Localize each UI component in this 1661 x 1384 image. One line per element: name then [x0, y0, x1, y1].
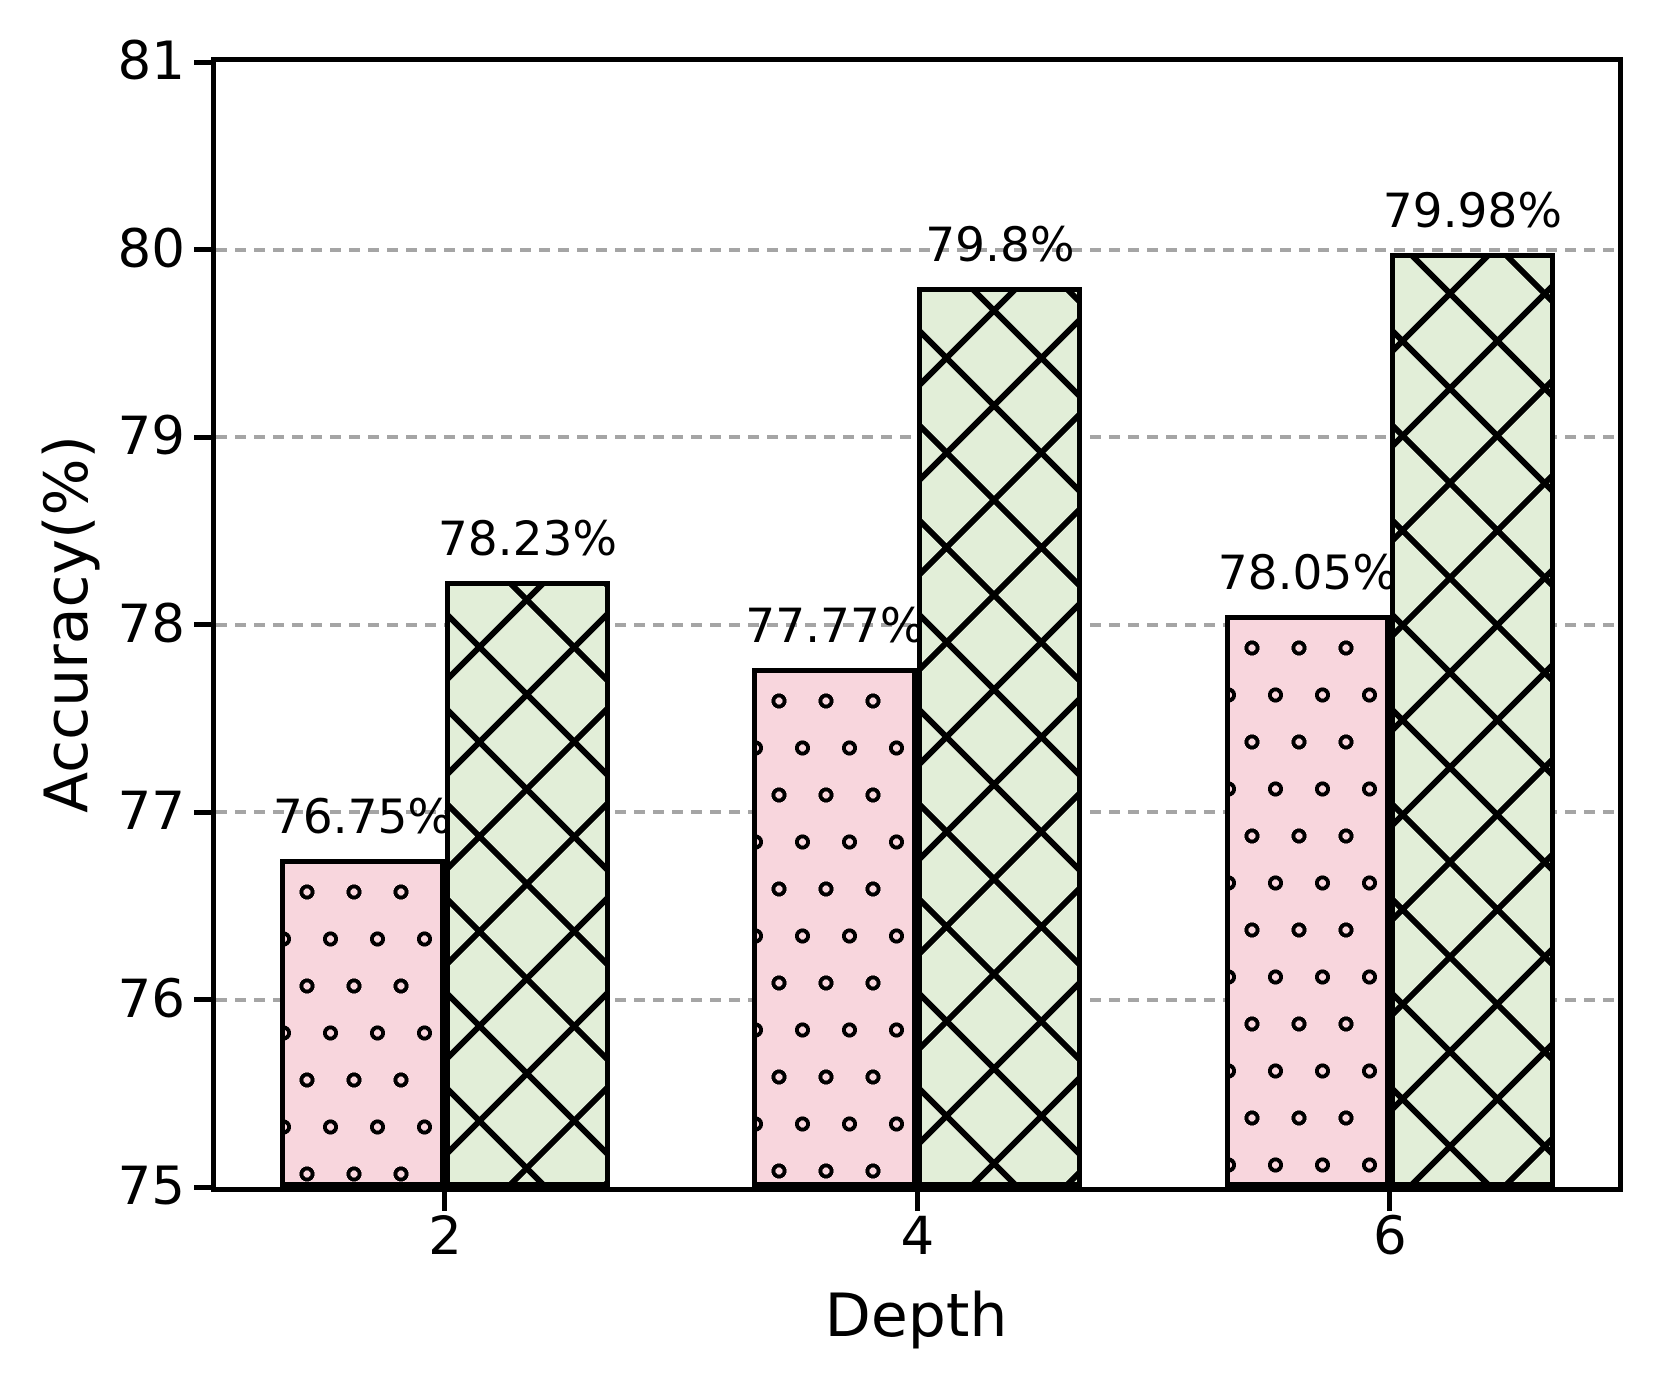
bar-green-crosshatch-series-depth-6 — [1389, 253, 1555, 1187]
x-tick-mark — [914, 1189, 920, 1211]
bar-value-label: 76.75% — [272, 789, 453, 845]
y-gridline — [216, 622, 1618, 627]
y-gridline — [216, 435, 1618, 439]
x-tick-mark — [442, 1189, 448, 1211]
bar-value-label: 77.77% — [745, 598, 925, 654]
bar-pink-dotted-series-depth-2 — [279, 858, 445, 1187]
y-tick-mark — [194, 247, 211, 252]
bar-value-label: 78.05% — [1217, 546, 1397, 602]
bar-value-label: 78.23% — [437, 512, 618, 568]
bar-pink-dotted-series-depth-6 — [1224, 615, 1390, 1187]
x-tick-label: 2 — [428, 1206, 462, 1267]
y-tick-mark — [194, 434, 211, 440]
y-tick-label: 78 — [117, 593, 185, 655]
bar-value-label: 79.98% — [1382, 184, 1562, 240]
y-tick-mark — [194, 809, 211, 815]
y-tick-label: 81 — [117, 31, 185, 92]
x-tick-label: 4 — [900, 1206, 935, 1267]
bar-value-label: 79.8% — [925, 218, 1075, 273]
y-tick-label: 75 — [117, 1156, 185, 1217]
y-tick-label: 79 — [117, 406, 185, 467]
bar-green-crosshatch-series-depth-2 — [444, 581, 610, 1187]
y-tick-label: 77 — [117, 781, 185, 842]
y-tick-mark — [194, 1184, 211, 1190]
bar-green-crosshatch-series-depth-4 — [917, 287, 1083, 1187]
bar-pink-dotted-series-depth-4 — [752, 667, 918, 1187]
y-tick-label: 76 — [117, 968, 185, 1030]
y-tick-label: 80 — [117, 218, 185, 280]
x-axis-label: Depth — [824, 1281, 1008, 1351]
y-tick-mark — [194, 997, 211, 1002]
y-tick-mark — [194, 59, 211, 65]
y-tick-mark — [194, 622, 211, 627]
y-gridline — [216, 247, 1618, 252]
x-tick-label: 6 — [1373, 1206, 1407, 1267]
x-tick-mark — [1387, 1189, 1393, 1211]
